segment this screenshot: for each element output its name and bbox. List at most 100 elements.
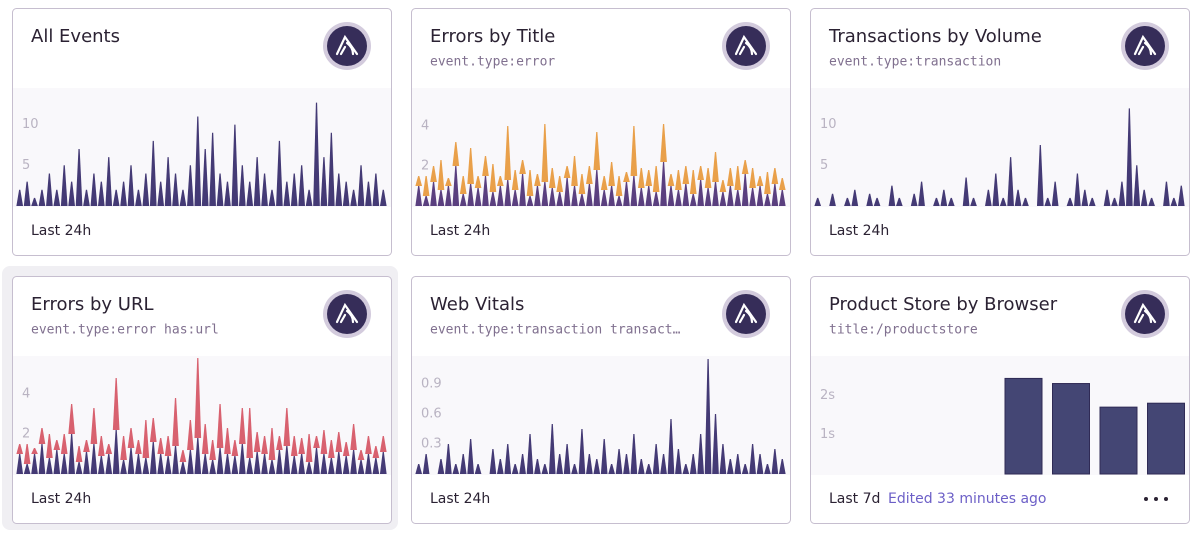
spike (712, 414, 719, 474)
spike (253, 157, 261, 206)
spike (224, 454, 231, 474)
spike (112, 378, 120, 430)
spike (83, 440, 90, 452)
spike (112, 189, 120, 206)
spike (578, 429, 586, 474)
spike (571, 186, 578, 206)
spike (682, 184, 690, 206)
spike (637, 459, 645, 474)
spike (534, 459, 541, 474)
spike (814, 197, 822, 206)
spike (778, 459, 786, 474)
spike (741, 464, 749, 474)
more-dot[interactable] (1144, 497, 1148, 501)
spike (201, 149, 209, 206)
spike (727, 168, 734, 186)
spike (268, 189, 276, 206)
spike (667, 174, 675, 186)
spike (504, 444, 512, 474)
spike (675, 170, 682, 190)
spike (1066, 197, 1074, 206)
spike (482, 176, 489, 206)
spike (335, 173, 343, 206)
spike (23, 181, 31, 206)
spike (142, 173, 150, 206)
spike (689, 194, 697, 206)
spike (496, 176, 504, 186)
spike (851, 189, 859, 206)
spike (415, 176, 423, 186)
spike (313, 448, 320, 474)
spike (105, 454, 113, 474)
spike (697, 180, 705, 206)
spike (135, 440, 142, 454)
spike (437, 190, 445, 206)
spike (320, 157, 328, 206)
spike (216, 404, 224, 448)
spike (290, 173, 298, 206)
spike (415, 464, 423, 474)
spike (1088, 197, 1096, 206)
spike (97, 181, 105, 206)
spike (179, 189, 187, 206)
spike (918, 181, 925, 206)
spike (719, 444, 727, 474)
spike (16, 444, 24, 454)
spike (511, 464, 519, 474)
spike (712, 152, 719, 182)
spike (437, 459, 445, 474)
spike (38, 444, 46, 474)
spike (910, 193, 918, 206)
spike (667, 419, 675, 474)
spike (283, 181, 291, 206)
spike (652, 444, 660, 474)
widget-title: Web Vitals (430, 294, 524, 315)
spike (778, 190, 786, 206)
spike (179, 462, 187, 474)
spike (379, 452, 387, 474)
spike (246, 408, 254, 458)
spike (749, 168, 756, 188)
widget-title: Product Store by Browser (829, 294, 1058, 315)
spike (305, 434, 313, 462)
more-dot[interactable] (1154, 497, 1158, 501)
spike (135, 189, 142, 206)
spike (357, 450, 365, 460)
widget-query: title:/productstore (829, 323, 978, 338)
spike (548, 168, 556, 188)
spike (320, 454, 328, 474)
spike (741, 160, 749, 174)
widget-footer: Last 7d (829, 491, 880, 507)
spike (873, 197, 881, 206)
spike (771, 449, 779, 474)
spike (105, 157, 113, 206)
more-dot[interactable] (1164, 497, 1168, 501)
spike (652, 192, 660, 206)
logo (1125, 26, 1165, 66)
spike (534, 186, 541, 206)
spike (727, 186, 734, 206)
spike (372, 446, 380, 458)
chart-background (412, 356, 790, 475)
spike (379, 189, 387, 206)
spike (261, 173, 268, 206)
chart-background (13, 88, 391, 207)
spike (756, 454, 764, 474)
spike (734, 454, 742, 474)
spike (422, 196, 430, 206)
spike (157, 438, 165, 454)
spike (482, 156, 489, 176)
spike (305, 462, 313, 474)
spike (31, 448, 38, 454)
spike (459, 454, 467, 474)
spike (534, 174, 541, 186)
spike (645, 464, 653, 474)
spike (645, 186, 653, 206)
spike (350, 189, 357, 206)
spike (224, 428, 231, 454)
spike (46, 173, 53, 206)
widget-title: Errors by Title (430, 26, 555, 47)
widget-footer: Last 24h (430, 491, 490, 507)
spike (31, 454, 38, 474)
spike (866, 193, 873, 206)
